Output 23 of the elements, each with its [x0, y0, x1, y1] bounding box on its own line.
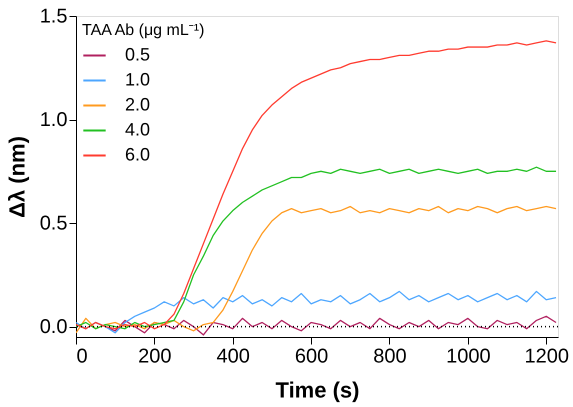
- x-tick-label: 1200: [524, 346, 569, 368]
- legend-label: 6.0: [125, 144, 150, 164]
- x-tick-label: 600: [294, 346, 328, 368]
- x-axis-title: Time (s): [276, 378, 360, 402]
- legend-label: 4.0: [125, 120, 150, 140]
- line-series: [76, 166, 557, 330]
- x-tick-label: 0: [76, 346, 88, 368]
- legend-title: TAA Ab (μg mL⁻¹): [82, 22, 204, 39]
- x-tick-label: 1000: [446, 346, 491, 368]
- line-series: [76, 290, 557, 334]
- x-tick-label: 800: [373, 346, 407, 368]
- legend-label: 1.0: [125, 70, 150, 90]
- y-tick-label: 1.5: [40, 6, 68, 28]
- y-axis-title: Δλ (nm): [4, 136, 30, 218]
- legend-label: 2.0: [125, 94, 150, 114]
- line-series: [76, 40, 557, 330]
- y-tick-label: 0.0: [40, 316, 68, 338]
- line-series: [76, 206, 557, 334]
- legend-label: 0.5: [125, 44, 150, 64]
- x-tick-label: 400: [216, 346, 250, 368]
- x-tick-label: 200: [138, 346, 172, 368]
- y-tick-label: 1.0: [40, 109, 68, 132]
- y-tick-label: 0.5: [40, 212, 68, 235]
